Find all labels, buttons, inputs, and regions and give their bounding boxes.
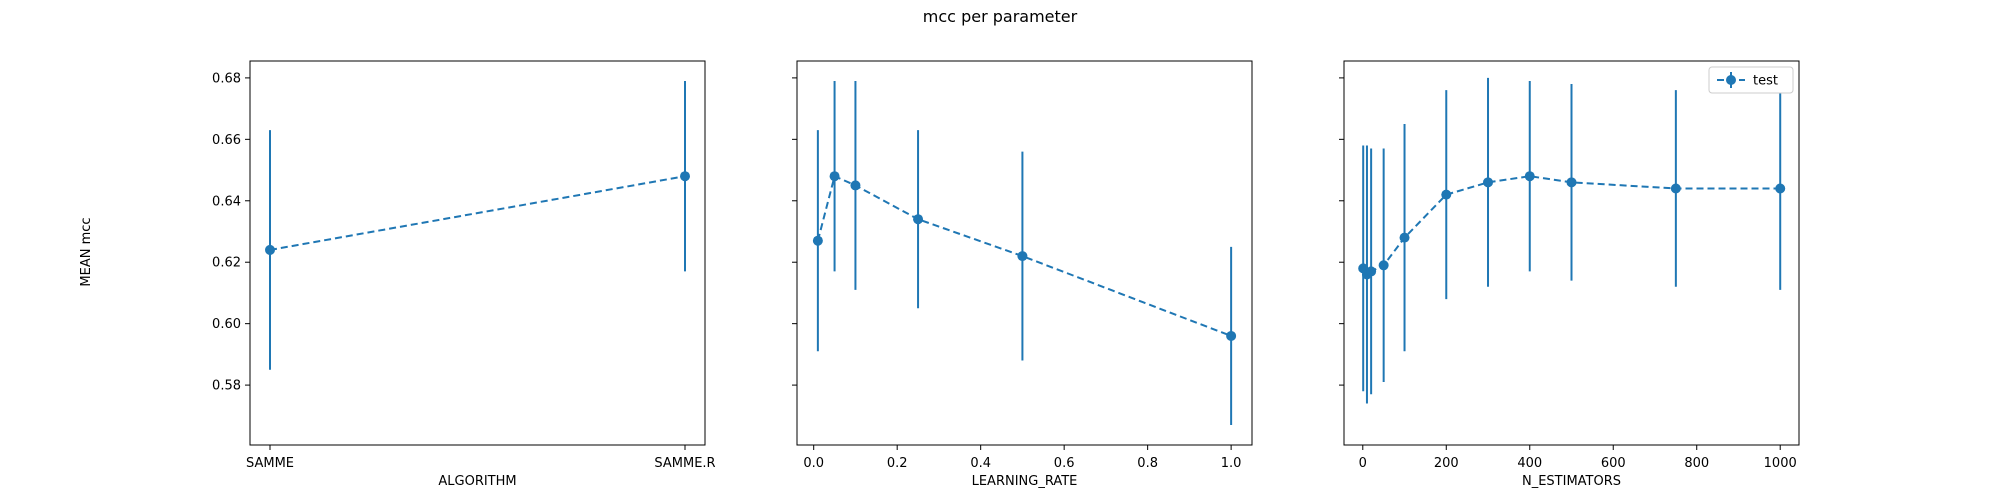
data-point [829,171,840,182]
x-tick-label: 800 [1684,456,1709,471]
legend-marker [1726,75,1736,85]
y-tick-label: 0.62 [212,256,241,271]
data-point [913,214,924,225]
x-axis-label: N_ESTIMATORS [1522,474,1621,489]
y-tick-label: 0.68 [212,71,241,86]
x-axis-label: LEARNING_RATE [972,474,1078,489]
data-point [1441,189,1452,200]
subplot-1: 0.58 0.60 0.62 0.64 0.66 0.68 SAMME SAMME.R ALGO… [212,60,716,489]
subplot-3: 0 200 400 600 800 1000 N_ESTIMATORS test [1339,60,1800,489]
data-point [1566,177,1577,188]
series-line [269,175,686,251]
legend: test [1708,66,1794,94]
data-point [812,235,823,246]
data-point [1226,330,1237,341]
x-tick-label: 0.4 [970,456,991,471]
x-tick-label: 200 [1434,456,1459,471]
y-tick-label: 0.66 [212,133,241,148]
x-tick-label: 1.0 [1221,456,1242,471]
x-axis-label: ALGORITHM [438,474,516,489]
y-tick-label: 0.64 [212,194,241,209]
y-tick-label: 0.58 [212,379,241,394]
data-point [1378,260,1389,271]
data-point [1399,232,1410,243]
x-tick-label: 1000 [1764,456,1797,471]
figure-title: mcc per parameter [923,7,1078,26]
x-tick-label: 0.6 [1054,456,1075,471]
legend-label: test [1753,74,1778,89]
data-point [1366,266,1377,277]
x-tick-label: SAMME.R [654,456,715,471]
data-point [1524,171,1535,182]
x-tick-label: 0 [1359,456,1367,471]
data-point [1017,251,1028,262]
data-point [1670,183,1681,194]
data-point [1483,177,1494,188]
x-tick-label: 400 [1517,456,1542,471]
x-tick-label: 0.8 [1137,456,1158,471]
y-axis-label: MEAN mcc [79,217,94,286]
subplot-2: 0.0 0.2 0.4 0.6 0.8 1.0 LEARNING_RATE [792,60,1253,489]
data-point [265,244,275,255]
y-tick-label: 0.60 [212,317,241,332]
x-tick-label: 0.0 [803,456,824,471]
x-tick-label: 600 [1601,456,1626,471]
plot-frame [249,60,706,446]
data-point [1775,183,1786,194]
x-tick-label: 0.2 [887,456,908,471]
plot-frame [796,60,1253,446]
plot-frame [1343,60,1800,446]
data-point [850,180,861,191]
data-point [680,171,690,182]
x-tick-label: SAMME [246,456,294,471]
series-line [816,174,1232,337]
